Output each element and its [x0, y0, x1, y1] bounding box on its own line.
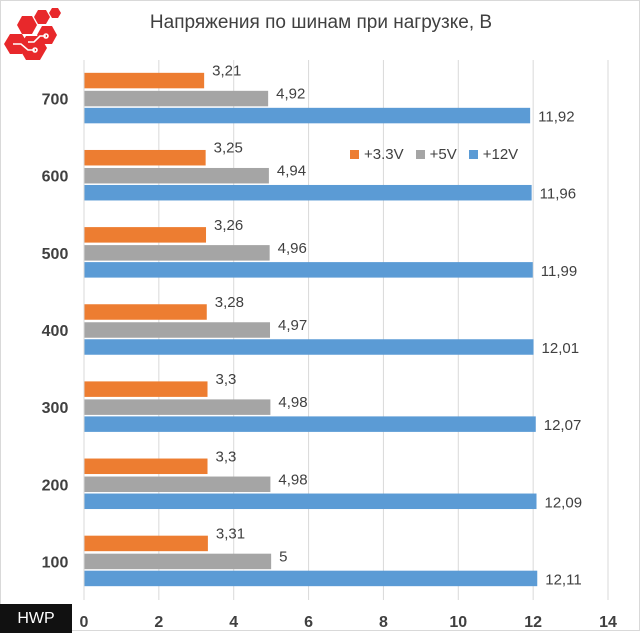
- data-label: 3,28: [215, 294, 244, 311]
- hwp-watermark: HWP: [0, 604, 72, 633]
- bar: [84, 72, 205, 89]
- data-label: 4,96: [278, 240, 307, 257]
- x-tick-label: 12: [524, 614, 542, 631]
- bar: [84, 322, 271, 338]
- data-label: 12,01: [542, 340, 580, 357]
- bar: [84, 149, 206, 166]
- bar: [84, 90, 269, 107]
- bar: [84, 458, 208, 475]
- data-label: 4,98: [278, 471, 307, 488]
- data-label: 12,07: [544, 417, 582, 434]
- x-tick-label: 14: [599, 614, 617, 631]
- x-tick-label: 6: [304, 614, 313, 631]
- chart-title: Напряжения по шинам при нагрузке, В: [149, 12, 493, 33]
- data-label: 3,25: [214, 140, 243, 157]
- data-label: 4,92: [276, 86, 305, 103]
- x-tick-label: 2: [154, 614, 163, 631]
- legend-item-3v3: +3.3V: [350, 146, 404, 163]
- legend-swatch-3v3: [350, 150, 359, 159]
- x-tick-label: 0: [80, 614, 89, 631]
- legend-item-12v: +12V: [468, 146, 519, 163]
- x-tick-label: 10: [449, 614, 467, 631]
- data-label: 4,94: [277, 163, 306, 180]
- data-label: 11,96: [540, 186, 576, 203]
- bar: [84, 493, 537, 510]
- y-tick-label: 400: [42, 323, 69, 340]
- x-tick-label: 4: [229, 614, 238, 631]
- bar: [84, 416, 536, 432]
- y-tick-label: 100: [42, 554, 69, 571]
- data-label: 3,26: [214, 217, 243, 234]
- bar: [84, 245, 270, 261]
- bar: [84, 399, 271, 415]
- bar: [84, 339, 534, 355]
- data-label: 3,31: [216, 525, 245, 542]
- data-label: 11,99: [541, 263, 577, 280]
- legend-item-5v: +5V: [415, 146, 457, 163]
- data-label: 4,97: [278, 317, 307, 334]
- y-tick-label: 700: [42, 92, 69, 109]
- bar: [84, 553, 272, 570]
- legend-label-12v: +12V: [482, 146, 519, 163]
- data-label: 12,11: [545, 571, 581, 588]
- data-label: 3,3: [216, 448, 237, 465]
- x-tick-label: 8: [379, 614, 388, 631]
- y-tick-label: 500: [42, 246, 69, 263]
- y-tick-label: 200: [42, 477, 69, 494]
- data-label: 4,98: [278, 394, 307, 411]
- data-label: 11,92: [538, 109, 574, 126]
- bar: [84, 107, 531, 124]
- legend-label-5v: +5V: [429, 146, 457, 163]
- legend: +3.3V +5V +12V: [350, 146, 518, 163]
- hwp-logo-icon: [4, 8, 61, 60]
- bar: [84, 535, 208, 552]
- legend-swatch-5v: [415, 150, 425, 159]
- bar: [84, 570, 538, 587]
- data-label: 5: [279, 548, 287, 565]
- bar: [84, 304, 207, 320]
- data-label: 3,21: [212, 63, 241, 80]
- bar: [84, 262, 533, 278]
- data-label: 12,09: [545, 494, 583, 511]
- bar: [84, 227, 207, 243]
- y-tick-label: 300: [42, 400, 69, 417]
- bar: [84, 167, 269, 184]
- legend-swatch-12v: [468, 150, 478, 159]
- bar: [84, 476, 271, 493]
- legend-label-3v3: +3.3V: [364, 146, 404, 163]
- data-label: 3,3: [216, 371, 237, 388]
- bar: [84, 184, 532, 201]
- bar: [84, 381, 208, 397]
- y-tick-label: 600: [42, 169, 69, 186]
